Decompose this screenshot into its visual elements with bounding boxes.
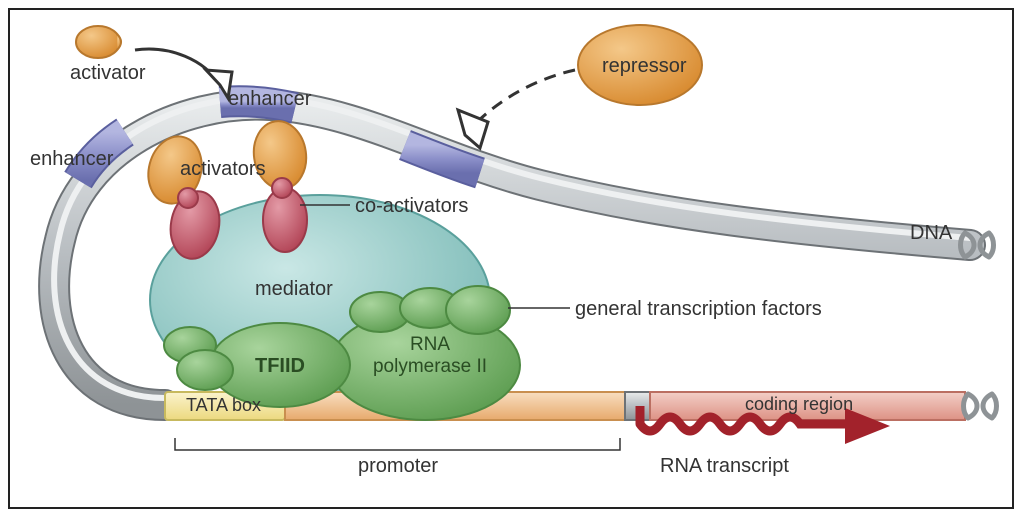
promoter-bracket: [175, 438, 620, 450]
tfiid-label-text: TFIID: [255, 355, 305, 377]
coactivators-label: co-activators: [355, 195, 468, 218]
activator-arrow: [135, 49, 220, 85]
gtf-label: general transcription factors: [575, 298, 822, 321]
coding-label: coding region: [745, 394, 853, 415]
dna-helix-icon-bottom: [964, 394, 997, 418]
rna-pol-label-2: polymerase II: [373, 356, 487, 377]
dna-label: DNA: [910, 222, 952, 245]
enhancer-label-left: enhancer: [30, 148, 113, 171]
diagram-svg: TFIID RNA polymerase II: [10, 10, 1016, 511]
activator-label: activator: [70, 62, 146, 85]
activator-complex-1: [141, 130, 224, 262]
promoter-label: promoter: [358, 455, 438, 478]
rna-transcript-label: RNA transcript: [660, 455, 789, 478]
gtf-blob-5: [446, 286, 510, 334]
mediator-label: mediator: [255, 278, 333, 301]
enhancer-label-top: enhancer: [228, 88, 311, 111]
repressor-label: repressor: [602, 55, 686, 78]
free-activator: [76, 26, 121, 58]
tata-label: TATA box: [186, 395, 261, 416]
diagram-frame: TFIID RNA polymerase II activator enhanc…: [8, 8, 1014, 509]
activators-label: activators: [180, 158, 266, 181]
gtf-blob-2: [177, 350, 233, 390]
rna-pol-label-1: RNA: [410, 334, 450, 355]
